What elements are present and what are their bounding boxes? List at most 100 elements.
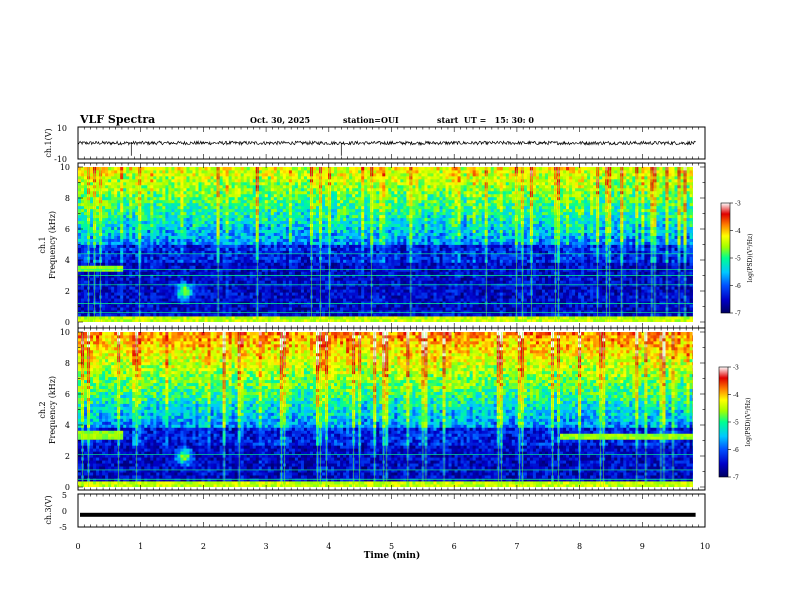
spectrogram-cell bbox=[322, 202, 326, 207]
spectrogram-cell bbox=[231, 286, 236, 290]
spectrogram-cell bbox=[108, 187, 112, 192]
spectrogram-cell bbox=[171, 208, 175, 213]
spectrogram-cell bbox=[150, 286, 154, 290]
spectrogram-cell bbox=[231, 211, 236, 216]
spectrogram-cell bbox=[297, 280, 302, 284]
spectrogram-cell bbox=[180, 295, 184, 299]
spectrogram-cell bbox=[108, 181, 112, 186]
spectrogram-cell bbox=[343, 217, 347, 222]
spectrogram-cell bbox=[228, 205, 233, 210]
spectrogram-cell bbox=[141, 274, 145, 278]
spectrogram-cell bbox=[237, 223, 242, 228]
spectrogram-cell bbox=[312, 217, 317, 222]
spectrogram-cell bbox=[153, 241, 157, 245]
spectrogram-cell bbox=[273, 181, 278, 186]
spectrogram-cell bbox=[282, 202, 287, 207]
spectrogram-cell bbox=[267, 232, 272, 236]
spectrogram-cell bbox=[300, 259, 305, 263]
spectrogram-cell bbox=[141, 256, 145, 260]
spectrogram-cell bbox=[346, 262, 350, 266]
spectrogram-cell bbox=[288, 187, 293, 192]
spectrogram-cell bbox=[276, 208, 281, 213]
spectrogram-cell bbox=[141, 235, 145, 239]
spectrogram-cell bbox=[198, 253, 202, 257]
spectrogram-cell bbox=[243, 226, 248, 230]
spectrogram-cell bbox=[264, 313, 269, 317]
spectrogram-cell bbox=[129, 172, 133, 177]
spectrogram-cell bbox=[171, 286, 175, 290]
spectrogram-cell bbox=[183, 247, 187, 251]
spectrogram-cell bbox=[105, 280, 109, 284]
spectrogram-cell bbox=[201, 274, 205, 278]
spectrogram-cell bbox=[316, 262, 320, 266]
spectrogram-cell bbox=[141, 310, 145, 314]
spectrogram-cell bbox=[340, 280, 344, 284]
spectrogram-cell bbox=[331, 205, 335, 210]
spectrogram-cell bbox=[168, 199, 172, 204]
spectrogram-cell bbox=[111, 199, 115, 204]
spectrogram-cell bbox=[180, 202, 184, 207]
ch1-ytick-top: 10 bbox=[57, 124, 67, 133]
spectrogram-cell bbox=[150, 259, 154, 263]
spectrogram-cell bbox=[177, 178, 181, 183]
spectrogram-cell bbox=[240, 259, 245, 263]
spectrogram-cell bbox=[81, 277, 85, 281]
spectrogram-cell bbox=[96, 167, 100, 171]
spectrogram-cell bbox=[129, 190, 133, 195]
spectrogram-cell bbox=[288, 250, 293, 254]
spectrogram-cell bbox=[171, 310, 175, 314]
spectrogram-cell bbox=[189, 298, 193, 302]
spectrogram-cell bbox=[282, 247, 287, 251]
spectrogram-cell bbox=[123, 304, 127, 308]
spectrogram-cell bbox=[129, 229, 133, 233]
spectrogram-cell bbox=[249, 235, 254, 239]
spectrogram-cell bbox=[282, 271, 287, 275]
spectrogram-cell bbox=[78, 319, 82, 322]
spectrogram-cell bbox=[222, 262, 227, 266]
spectrogram-cell bbox=[213, 235, 217, 239]
spectrogram-cell bbox=[123, 274, 127, 278]
spectrogram-cell bbox=[331, 196, 335, 201]
spectrogram-cell bbox=[300, 235, 305, 239]
spectrogram-cell bbox=[171, 289, 175, 293]
spectrogram-cell bbox=[180, 178, 184, 183]
spectrogram-cell bbox=[322, 205, 326, 210]
spectrogram-cell bbox=[141, 316, 145, 320]
spectrogram-cell bbox=[147, 238, 151, 242]
spectrogram-cell bbox=[234, 169, 239, 174]
spectrogram-cell bbox=[198, 184, 202, 189]
spectrogram-cell bbox=[201, 292, 205, 296]
spectrogram-cell bbox=[316, 217, 320, 222]
spectrogram-cell bbox=[237, 175, 242, 180]
spectrogram-cell bbox=[300, 175, 305, 180]
spectrogram-cell bbox=[210, 301, 214, 305]
spectrogram-cell bbox=[162, 214, 166, 219]
spectrogram-cell bbox=[237, 169, 242, 174]
spectrogram-cell bbox=[171, 313, 175, 317]
spectrogram-cell bbox=[195, 238, 199, 242]
spectrogram-cell bbox=[316, 298, 320, 302]
spectrogram-cell bbox=[243, 172, 248, 177]
spectrogram-cell bbox=[273, 196, 278, 201]
spectrogram-cell bbox=[168, 286, 172, 290]
spectrogram-cell bbox=[111, 181, 115, 186]
spectrogram-cell bbox=[156, 167, 160, 171]
spectrogram-cell bbox=[171, 268, 175, 272]
spectrogram-cell bbox=[117, 268, 121, 272]
spectrogram-cell bbox=[108, 295, 112, 299]
spectrogram-cell bbox=[322, 220, 326, 225]
spectrogram-cell bbox=[243, 169, 248, 174]
spectrogram-cell bbox=[276, 250, 281, 254]
spectrogram-cell bbox=[219, 238, 223, 242]
spectrogram-cell bbox=[258, 217, 263, 222]
spectrogram-cell bbox=[325, 232, 329, 236]
spectrogram-cell bbox=[343, 169, 347, 174]
spectrogram-cell bbox=[258, 298, 263, 302]
spectrogram-cell bbox=[249, 265, 254, 269]
spectrogram-cell bbox=[192, 217, 196, 222]
spectrogram-cell bbox=[300, 247, 305, 251]
spectrogram-cell bbox=[346, 199, 350, 204]
spectrogram-cell bbox=[337, 250, 341, 254]
spectrogram-cell bbox=[198, 307, 202, 311]
spectrogram-cell bbox=[159, 196, 163, 201]
